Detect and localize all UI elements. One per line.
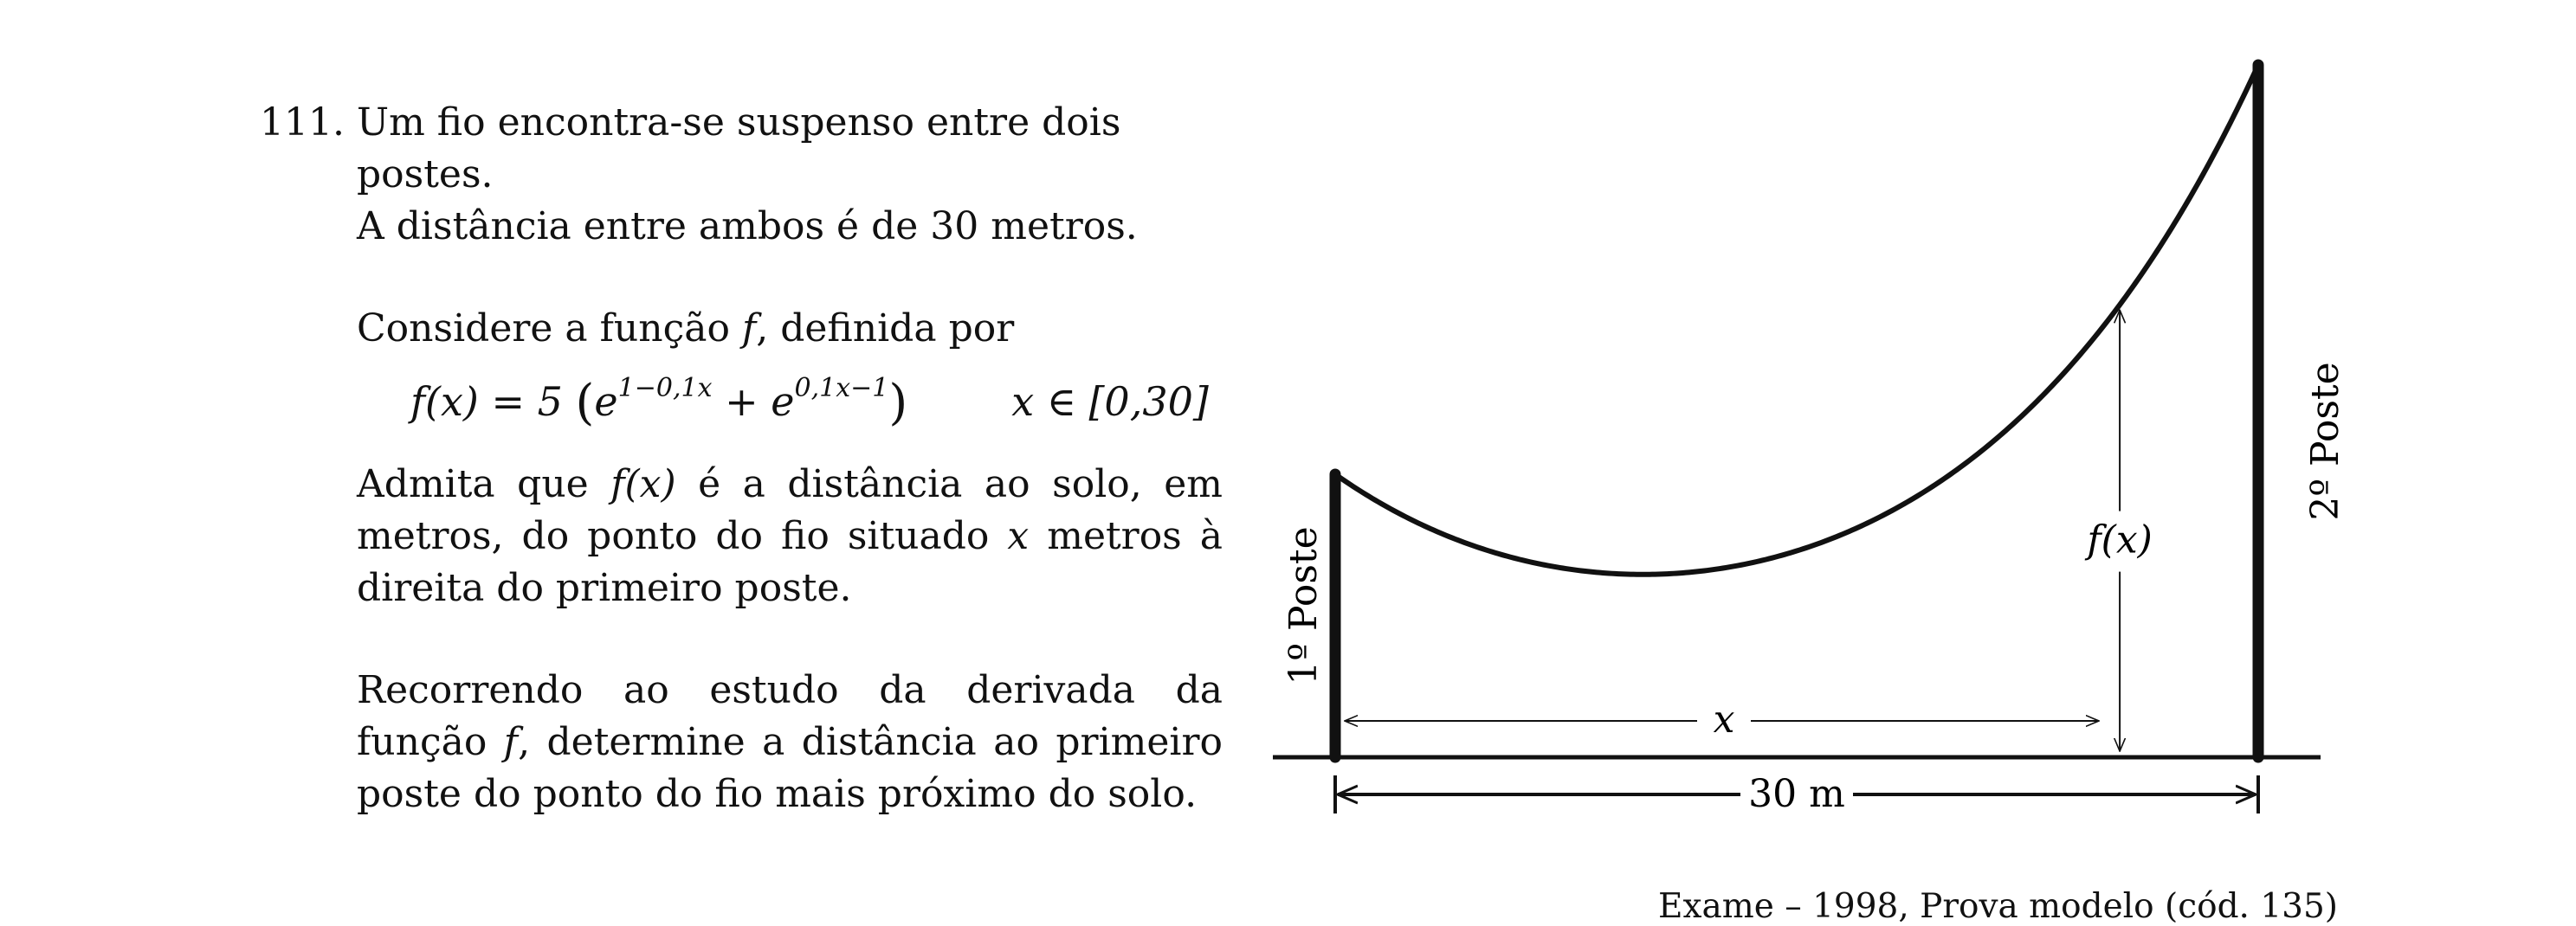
pole-1-label: 1º Poste [1282, 526, 1326, 685]
admit-x: x [1007, 514, 1030, 558]
admit-paragraph: Admita que f(x) é a distância ao solo, e… [357, 459, 1223, 614]
formula-term2-exp: 0,1x−1 [794, 373, 889, 403]
intro-line-2: A distância entre ambos é de 30 metros. [357, 204, 1138, 248]
fx-label: f(x) [2084, 518, 2152, 563]
admit-fx: f(x) [610, 462, 676, 506]
formula-domain: x ∈ [0,30] [1011, 378, 1209, 425]
admit-text-c: metros à direita do primeiro poste. [357, 514, 1223, 610]
admit-text-a: Admita que [357, 462, 611, 506]
admit-text-b: é a distância ao solo, em metros, do pon… [357, 462, 1223, 558]
task-text-a: Recorrendo ao estudo da derivada da funç… [357, 668, 1223, 764]
formula-term2-base: e [771, 378, 795, 425]
formula-lhs: f(x) = 5 [410, 378, 563, 425]
function-formula: f(x) = 5 (e1−0,1x + e0,1x−1) x ∈ [0,30] [410, 373, 1209, 431]
consider-f: f [741, 306, 757, 350]
problem-number: 111. [260, 100, 345, 145]
span-label: 30 m [1748, 772, 1845, 816]
task-paragraph: Recorrendo ao estudo da derivada da funç… [357, 665, 1223, 820]
formula-term1-base: e [594, 378, 618, 425]
consider-paragraph: Considere a função f, definida por [357, 303, 1223, 355]
task-text-b: , determine a distância ao primeiro post… [357, 720, 1223, 816]
consider-text-a: Considere a função [357, 306, 742, 350]
intro-line-1: Um fio encontra-se suspenso entre dois p… [357, 100, 1121, 196]
formula-term1-exp: 1−0,1x [617, 373, 713, 403]
problem-body: Um fio encontra-se suspenso entre dois p… [357, 97, 1223, 820]
pole-2-label: 2º Poste [2303, 362, 2347, 520]
x-label: x [1714, 698, 1735, 742]
formula-plus: + [712, 378, 772, 425]
task-f: f [503, 720, 519, 764]
source-citation: Exame – 1998, Prova modelo (cód. 135) [1658, 887, 2338, 926]
consider-text-b: , definida por [756, 306, 1015, 350]
wire-curve [1333, 62, 2261, 577]
